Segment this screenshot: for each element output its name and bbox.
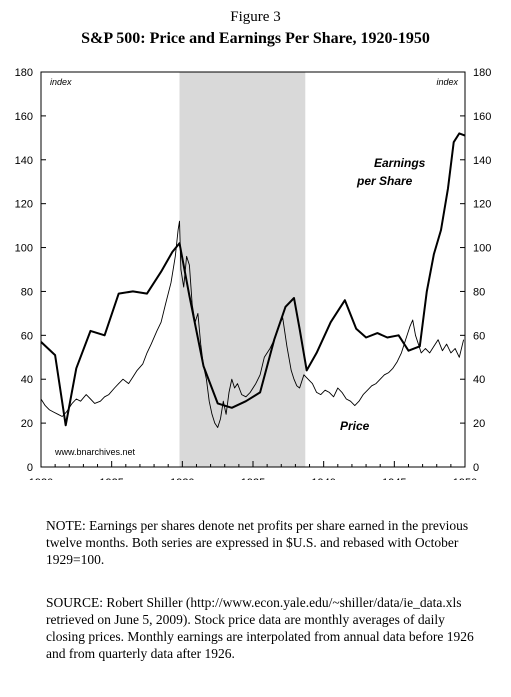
y-tick-label-right: 180 (473, 67, 491, 79)
source-text: SOURCE: Robert Shiller (http://www.econ.… (46, 594, 486, 662)
y-tick-label-left: 180 (15, 67, 33, 79)
note-paragraph: NOTE: Earnings per shares denote net pro… (46, 518, 469, 567)
source-paragraph: SOURCE: Robert Shiller (http://www.econ.… (46, 595, 474, 661)
series-layer (40, 132, 466, 428)
figure-label: Figure 3 (230, 9, 281, 25)
unit-label-left: index (50, 77, 72, 87)
x-tick-label: 1930 (170, 477, 194, 480)
y-tick-label-right: 140 (473, 155, 491, 167)
x-tick-label: 1945 (382, 477, 406, 480)
x-tick-label: 1950 (453, 477, 477, 480)
chart-area: 0 0 20 20 40 40 60 60 80 80 100 100 120 120 140 140 160 1… (15, 67, 492, 480)
y-tick-label-left: 60 (21, 330, 33, 342)
axis-layer: 0 0 20 20 40 40 60 60 80 80 100 100 120 120 140 140 160 1… (15, 67, 492, 480)
y-tick-label-right: 80 (473, 286, 485, 298)
y-tick-label-left: 140 (15, 155, 33, 167)
y-tick-label-right: 20 (473, 418, 485, 430)
y-tick-label-left: 80 (21, 286, 33, 298)
y-tick-label-right: 120 (473, 199, 491, 211)
x-tick-label: 1920 (29, 477, 53, 480)
y-tick-label-left: 0 (27, 462, 33, 474)
y-tick-label-left: 120 (15, 199, 33, 211)
note-text: NOTE: Earnings per shares denote net pro… (46, 517, 486, 568)
x-tick-label: 1935 (241, 477, 265, 480)
y-tick-label-right: 60 (473, 330, 485, 342)
y-tick-label-right: 100 (473, 243, 491, 255)
x-tick-label: 1940 (311, 477, 335, 480)
x-tick-label: 1925 (99, 477, 123, 480)
y-tick-label-right: 40 (473, 374, 485, 386)
y-tick-label-left: 160 (15, 111, 33, 123)
y-tick-label-right: 0 (473, 462, 479, 474)
unit-label-right: index (436, 77, 458, 87)
y-tick-label-left: 100 (15, 243, 33, 255)
series-label-earnings: Earnings (374, 156, 426, 170)
earnings-per-share-line (40, 132, 466, 427)
series-label-earnings-2: per Share (356, 174, 413, 188)
watermark: www.bnarchives.net (54, 447, 136, 457)
series-label-price: Price (340, 419, 370, 433)
chart-title: S&P 500: Price and Earnings Per Share, 1… (81, 30, 430, 47)
y-tick-label-right: 160 (473, 111, 491, 123)
y-tick-label-left: 20 (21, 418, 33, 430)
price-line (40, 220, 465, 428)
shaded-region (179, 72, 306, 467)
y-tick-label-left: 40 (21, 374, 33, 386)
